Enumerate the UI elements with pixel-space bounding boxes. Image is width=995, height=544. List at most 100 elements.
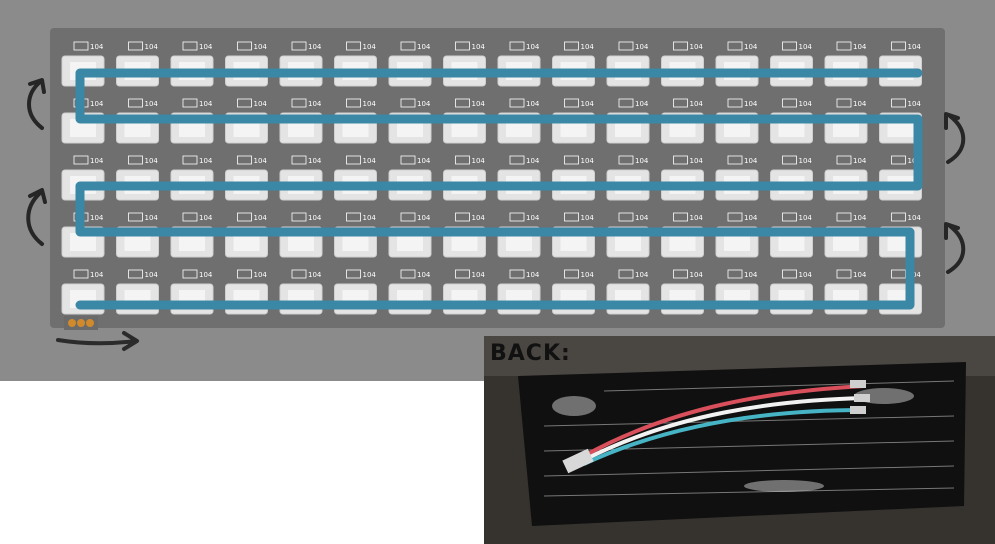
solder-pad bbox=[77, 319, 85, 327]
capacitor bbox=[564, 98, 579, 108]
row-change-arrow-right-2 bbox=[944, 222, 966, 274]
capacitor-label: 104 bbox=[145, 157, 159, 165]
back-board bbox=[518, 362, 966, 526]
back-label: BACK: bbox=[490, 341, 571, 366]
capacitor bbox=[564, 155, 579, 165]
capacitor bbox=[782, 41, 797, 51]
wire-red bbox=[583, 384, 865, 458]
capacitor-label: 104 bbox=[90, 157, 104, 165]
row-change-arrow-left-2 bbox=[26, 188, 47, 246]
capacitor-label: 104 bbox=[690, 214, 704, 222]
capacitor-label: 104 bbox=[635, 100, 649, 108]
led-lens bbox=[288, 233, 314, 251]
capacitor bbox=[455, 269, 470, 279]
capacitor-label: 104 bbox=[526, 100, 540, 108]
capacitor bbox=[564, 212, 579, 222]
capacitor-label: 104 bbox=[908, 214, 922, 222]
capacitor bbox=[128, 41, 143, 51]
capacitor bbox=[509, 212, 525, 222]
capacitor-label: 104 bbox=[853, 157, 867, 165]
capacitor-label: 104 bbox=[417, 100, 431, 108]
capacitor bbox=[509, 155, 525, 165]
capacitor-label: 104 bbox=[363, 100, 377, 108]
capacitor-label: 104 bbox=[472, 271, 486, 279]
wire-terminal bbox=[850, 380, 866, 388]
solder-pad bbox=[68, 319, 76, 327]
led-lens bbox=[833, 233, 859, 251]
capacitor-label: 104 bbox=[308, 43, 322, 51]
capacitor-label: 104 bbox=[635, 43, 649, 51]
row-change-arrow-right-1 bbox=[944, 112, 966, 164]
capacitor-label: 104 bbox=[254, 157, 268, 165]
capacitor bbox=[782, 269, 797, 279]
led-lens bbox=[669, 233, 696, 251]
capacitor bbox=[237, 98, 252, 108]
led-lens bbox=[179, 233, 205, 251]
capacitor-label: 104 bbox=[145, 43, 159, 51]
capacitor bbox=[891, 212, 906, 222]
led-lens bbox=[70, 233, 96, 251]
capacitor bbox=[782, 212, 797, 222]
capacitor bbox=[73, 155, 89, 165]
capacitor-label: 104 bbox=[526, 214, 540, 222]
capacitor-label: 104 bbox=[744, 214, 758, 222]
jst-connector bbox=[562, 448, 594, 474]
capacitor-label: 104 bbox=[690, 157, 704, 165]
capacitor-label: 104 bbox=[363, 43, 377, 51]
capacitor bbox=[346, 98, 361, 108]
solder-pad bbox=[86, 319, 94, 327]
capacitor-label: 104 bbox=[526, 271, 540, 279]
capacitor bbox=[509, 41, 525, 51]
capacitor-label: 104 bbox=[472, 214, 486, 222]
capacitor-label: 104 bbox=[635, 271, 649, 279]
capacitor-label: 104 bbox=[417, 157, 431, 165]
capacitor-label: 104 bbox=[90, 214, 104, 222]
capacitor bbox=[455, 212, 470, 222]
capacitor-label: 104 bbox=[254, 271, 268, 279]
capacitor-label: 104 bbox=[90, 43, 104, 51]
led-lens bbox=[560, 233, 587, 251]
capacitor bbox=[618, 269, 634, 279]
capacitor bbox=[400, 269, 416, 279]
direction-arrow bbox=[56, 331, 139, 351]
capacitor bbox=[509, 98, 525, 108]
capacitor-label: 104 bbox=[581, 157, 595, 165]
capacitor bbox=[128, 98, 143, 108]
capacitor bbox=[237, 212, 252, 222]
capacitor-label: 104 bbox=[744, 43, 758, 51]
capacitor bbox=[509, 269, 525, 279]
capacitor bbox=[673, 155, 688, 165]
capacitor-label: 104 bbox=[199, 157, 213, 165]
capacitor-label: 104 bbox=[744, 100, 758, 108]
capacitor-label: 104 bbox=[690, 100, 704, 108]
capacitor-label: 104 bbox=[908, 100, 922, 108]
capacitor bbox=[128, 155, 143, 165]
capacitor bbox=[237, 269, 252, 279]
capacitor bbox=[891, 41, 906, 51]
wire-terminal bbox=[854, 394, 870, 402]
capacitor-label: 104 bbox=[199, 271, 213, 279]
capacitor bbox=[346, 155, 361, 165]
capacitor-label: 104 bbox=[417, 271, 431, 279]
capacitor-label: 104 bbox=[635, 214, 649, 222]
capacitor-label: 104 bbox=[799, 271, 813, 279]
capacitor-label: 104 bbox=[799, 157, 813, 165]
capacitor-label: 104 bbox=[581, 214, 595, 222]
capacitor-label: 104 bbox=[853, 214, 867, 222]
capacitor bbox=[564, 41, 579, 51]
serpentine-wiring-path bbox=[75, 68, 923, 310]
wire-white bbox=[583, 396, 867, 462]
capacitor bbox=[400, 41, 416, 51]
capacitor-label: 104 bbox=[145, 100, 159, 108]
capacitor-label: 104 bbox=[308, 271, 322, 279]
wire-bundle bbox=[562, 380, 870, 474]
capacitor-label: 104 bbox=[145, 214, 159, 222]
capacitor-label: 104 bbox=[581, 271, 595, 279]
wire-terminal bbox=[850, 406, 866, 414]
capacitor-label: 104 bbox=[254, 214, 268, 222]
capacitor-grid: 104 104 104 104 104 104 104 104 104 104 104 104 104 1… bbox=[73, 41, 922, 279]
capacitor bbox=[455, 98, 470, 108]
board-traces bbox=[543, 380, 955, 497]
capacitor bbox=[727, 98, 743, 108]
capacitor bbox=[673, 41, 688, 51]
